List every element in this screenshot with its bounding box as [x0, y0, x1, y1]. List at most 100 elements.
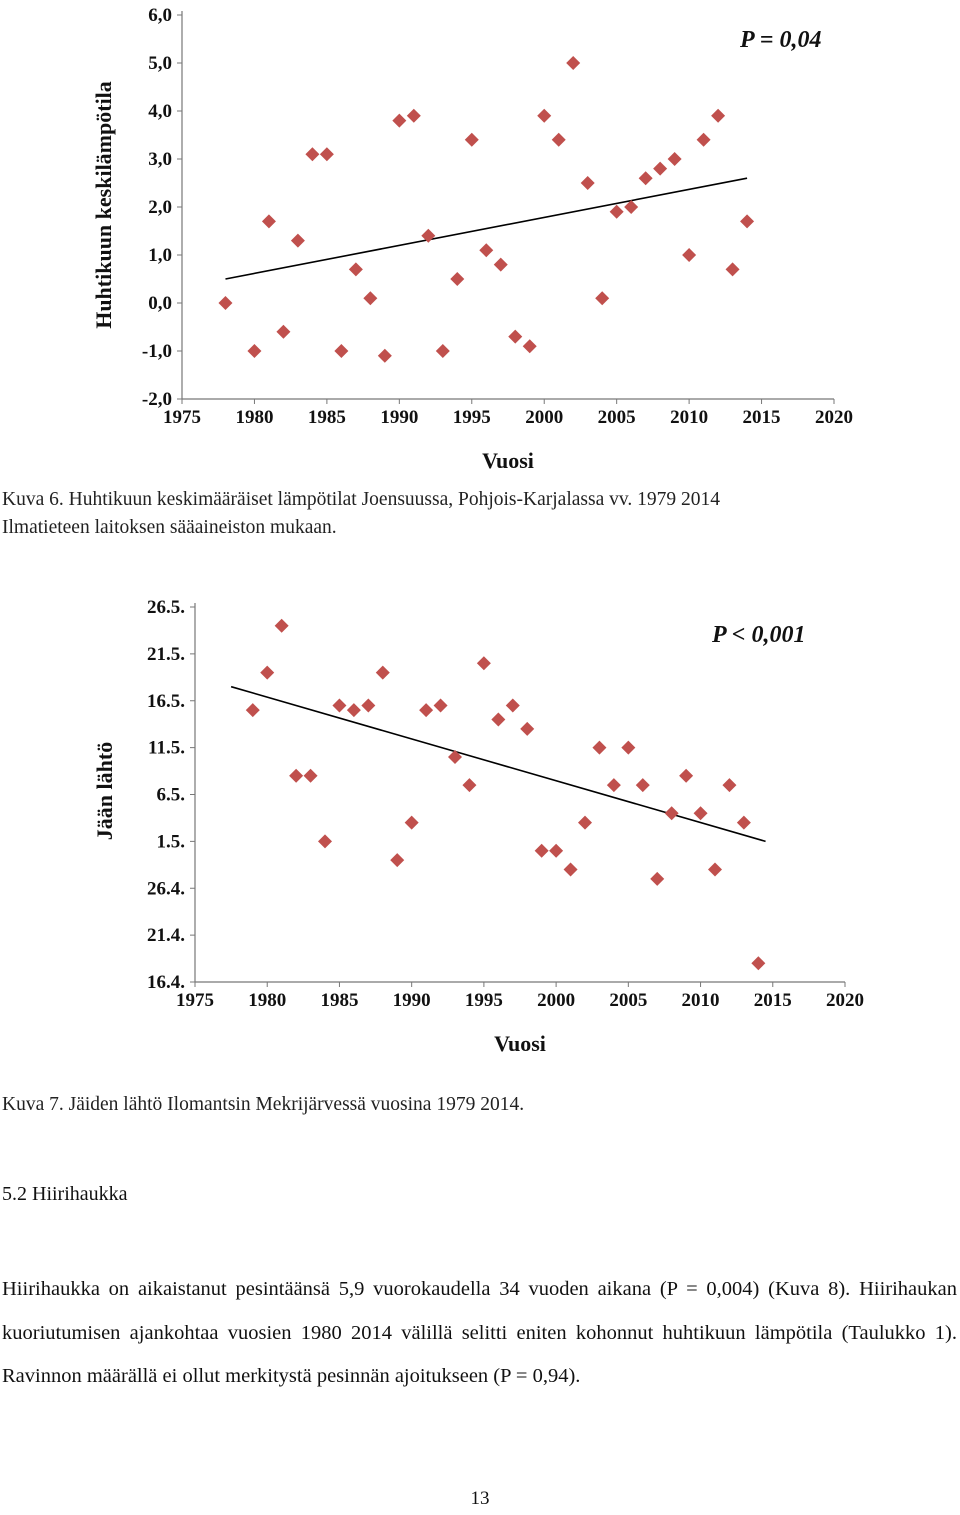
x-tick-label: 1995	[453, 407, 491, 428]
temperature-scatter-chart: 1975 1980 1985 1990 1995 2000 2005 2010 2015 2020…	[91, 5, 853, 473]
data-point	[448, 750, 462, 764]
x-tick-label: 1990	[380, 407, 418, 428]
data-point	[319, 147, 334, 162]
data-point	[551, 132, 566, 147]
data-point	[334, 344, 349, 358]
data-point	[245, 703, 260, 718]
x-tick-label: 2010	[670, 407, 708, 428]
y-axis-label: Huhtikuun keskilämpötila	[91, 81, 116, 329]
data-point	[592, 740, 607, 755]
y-tick-label: 0,0	[148, 293, 172, 314]
p-value-annotation: P = 0,04	[739, 27, 821, 53]
data-point	[722, 778, 737, 793]
data-point	[595, 291, 610, 306]
y-tick-label: 1,0	[148, 245, 172, 266]
x-tick-label: 2000	[537, 990, 575, 1011]
data-point	[566, 56, 581, 70]
data-point	[305, 147, 320, 162]
y-tick-label: 4,0	[148, 101, 172, 122]
y-tick-label: 11.5.	[148, 738, 185, 759]
data-point	[522, 339, 537, 354]
data-point	[404, 815, 419, 830]
x-tick-label: 2015	[754, 990, 792, 1011]
data-point	[664, 806, 679, 821]
data-point	[318, 834, 332, 849]
x-tick-label: 2000	[525, 407, 563, 428]
data-point	[290, 233, 305, 248]
data-point	[346, 703, 361, 718]
y-tick-label: -1,0	[142, 341, 172, 362]
figure-6-caption-line2: Ilmatieteen laitoksen sääaineiston mukaa…	[2, 517, 337, 538]
data-point	[650, 871, 665, 886]
data-point	[348, 262, 363, 277]
y-tick-label: 5,0	[148, 53, 172, 74]
data-point	[406, 108, 421, 123]
data-point	[653, 161, 668, 176]
data-point	[693, 806, 708, 821]
data-point	[751, 956, 766, 971]
data-point	[708, 862, 722, 877]
data-point	[682, 248, 697, 262]
y-tick-label: 6,0	[148, 5, 172, 26]
data-point	[537, 108, 552, 123]
y-tick-label: -2,0	[142, 389, 172, 410]
data-point	[549, 843, 564, 858]
x-tick-label: 1985	[320, 990, 358, 1011]
data-point	[247, 344, 262, 358]
x-tick-label: 1975	[176, 990, 214, 1011]
figure-6-caption: Kuva 6. Huhtikuun keskimääräiset lämpöti…	[2, 486, 720, 542]
data-point	[606, 778, 621, 793]
data-point	[621, 740, 636, 755]
y-tick-label: 21.4.	[147, 925, 185, 946]
data-point	[638, 171, 653, 186]
x-tick-label: 2020	[826, 990, 864, 1011]
data-point	[580, 176, 595, 190]
data-point	[508, 329, 523, 344]
section-heading: 5.2 Hiirihaukka	[2, 1183, 128, 1205]
data-point	[377, 348, 392, 363]
y-tick-label: 3,0	[148, 149, 172, 170]
data-point	[390, 853, 405, 868]
y-tick-label: 1.5.	[157, 831, 186, 852]
y-tick-label: 26.5.	[147, 597, 185, 618]
data-point	[433, 698, 448, 713]
data-point	[578, 815, 592, 830]
x-tick-label: 1990	[393, 990, 431, 1011]
data-point	[375, 665, 390, 680]
figure-7-caption: Kuva 7. Jäiden lähtö Ilomantsin Mekrijär…	[2, 1091, 524, 1119]
data-point	[363, 291, 378, 306]
data-point	[534, 843, 549, 858]
data-point	[493, 257, 508, 272]
data-point	[276, 324, 291, 339]
figure-7-caption-text: Kuva 7. Jäiden lähtö Ilomantsin Mekrijär…	[2, 1094, 525, 1115]
data-point	[361, 698, 376, 713]
data-point	[696, 132, 711, 147]
x-tick-label: 2015	[743, 407, 781, 428]
data-point	[464, 132, 479, 147]
data-point	[711, 108, 726, 123]
y-tick-label: 26.4.	[147, 878, 185, 899]
data-point	[435, 344, 450, 358]
y-tick-label: 6.5.	[157, 785, 186, 806]
x-tick-label: 2005	[598, 407, 636, 428]
data-point	[462, 778, 477, 793]
y-tick-label: 16.5.	[147, 691, 185, 712]
x-tick-label: 2005	[609, 990, 647, 1011]
data-point	[491, 712, 506, 727]
x-tick-label: 1980	[248, 990, 286, 1011]
x-tick-label: 1975	[163, 407, 201, 428]
data-point	[421, 228, 436, 243]
y-axis-label: Jään lähtö	[92, 742, 117, 840]
x-tick-label: 1995	[465, 990, 503, 1011]
figure-6-caption-line1: Kuva 6. Huhtikuun keskimääräiset lämpöti…	[2, 489, 720, 510]
data-point	[303, 768, 318, 783]
trend-line	[225, 177, 748, 280]
data-point	[505, 698, 520, 713]
data-point	[667, 152, 682, 166]
y-tick-label: 16.4.	[147, 972, 185, 993]
data-point	[679, 768, 694, 783]
y-tick-label: 2,0	[148, 197, 172, 218]
data-point	[260, 665, 275, 680]
y-tick-label: 21.5.	[147, 644, 185, 665]
data-point	[635, 778, 650, 793]
